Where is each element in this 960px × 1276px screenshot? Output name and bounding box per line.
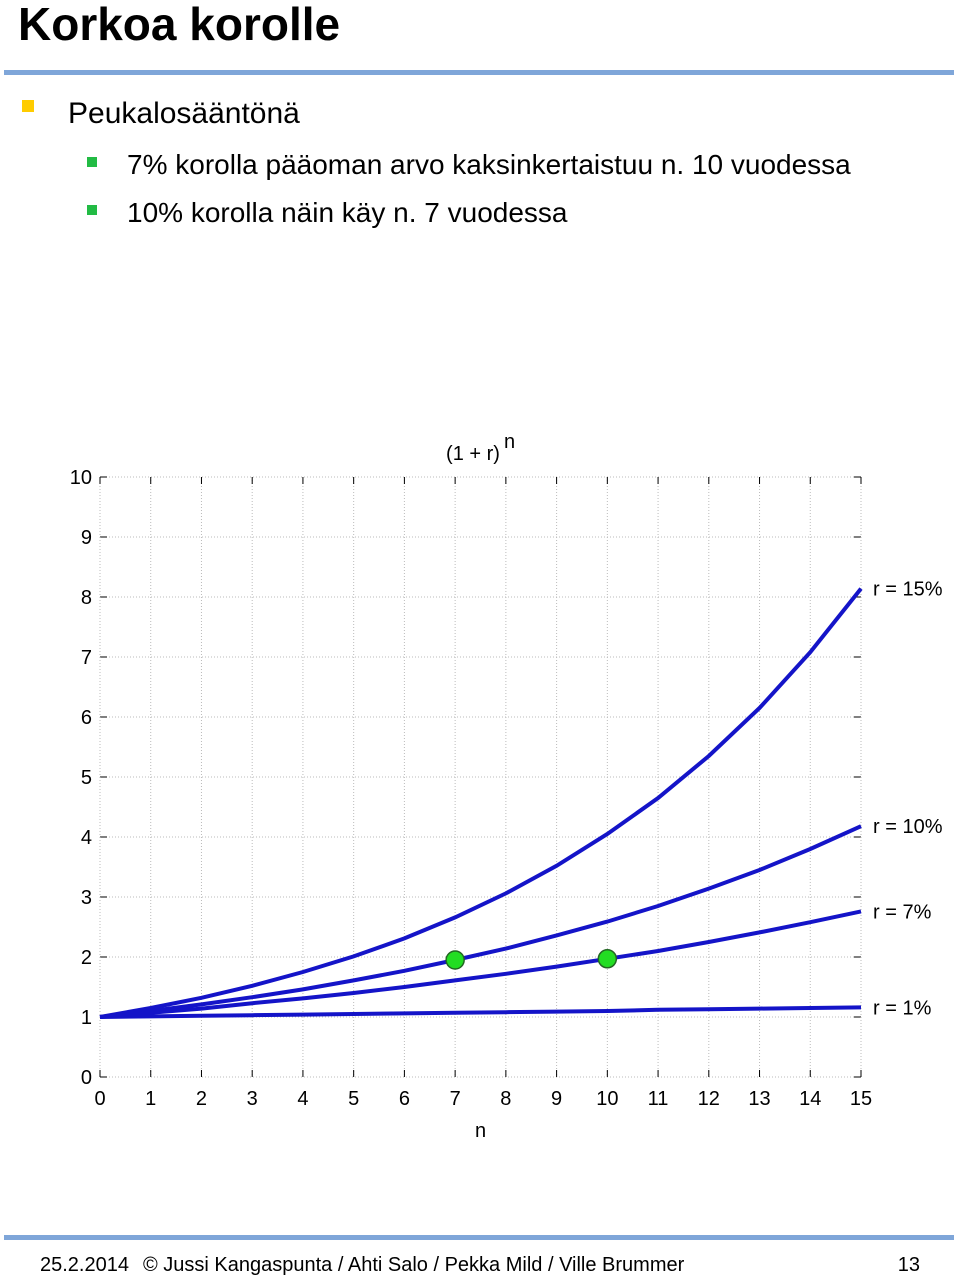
bullet-text: Peukalosääntönä <box>68 97 300 130</box>
y-tick-label: 2 <box>81 947 92 969</box>
sub-bullet-text: 7% korolla pääoman arvo kaksinkertaistuu… <box>127 149 851 180</box>
x-tick-label: 12 <box>698 1088 720 1110</box>
x-tick-label: 2 <box>196 1088 207 1110</box>
series-label: r = 1% <box>873 997 932 1019</box>
slide-title: Korkoa korolle <box>18 0 340 50</box>
x-tick-label: 11 <box>648 1088 669 1110</box>
x-tick-label: 9 <box>551 1088 562 1110</box>
y-tick-label: 5 <box>81 767 92 789</box>
y-tick-label: 4 <box>81 827 92 849</box>
bullet-icon <box>87 205 97 215</box>
footer-rule <box>4 1235 954 1240</box>
footer-authors: © Jussi Kangaspunta / Ahti Salo / Pekka … <box>143 1254 685 1276</box>
x-tick-label: 4 <box>297 1088 308 1110</box>
y-tick-label: 10 <box>70 467 92 489</box>
x-tick-label: 14 <box>799 1088 821 1110</box>
x-tick-label: 7 <box>450 1088 461 1110</box>
series-line <box>99 824 862 1019</box>
highlight-point <box>445 950 465 970</box>
x-tick-label: 8 <box>500 1088 511 1110</box>
x-axis-label: n <box>475 1120 486 1142</box>
x-tick-label: 10 <box>596 1088 618 1110</box>
y-tick-label: 0 <box>81 1067 92 1089</box>
sub-bullet-text: 10% korolla näin käy n. 7 vuodessa <box>127 197 568 228</box>
title-exponent: n <box>504 431 515 453</box>
x-tick-label: 6 <box>399 1088 410 1110</box>
x-tick-label: 1 <box>145 1088 156 1110</box>
x-tick-label: 5 <box>348 1088 359 1110</box>
y-tick-label: 3 <box>81 887 92 909</box>
page-number: 13 <box>898 1254 920 1276</box>
title-rule <box>4 70 954 75</box>
y-tick-label: 1 <box>81 1007 92 1029</box>
chart-title: (1 + r) <box>446 443 500 465</box>
x-tick-label: 3 <box>247 1088 258 1110</box>
highlight-point <box>597 949 618 969</box>
series-line <box>99 587 863 1019</box>
series-label: r = 7% <box>873 901 932 923</box>
bullet-icon <box>22 100 34 112</box>
series-label: r = 10% <box>873 816 943 838</box>
series-label: r = 15% <box>873 579 943 601</box>
y-tick-label: 6 <box>81 707 92 729</box>
series-line <box>99 1005 862 1019</box>
bullet-icon <box>87 157 97 167</box>
y-tick-label: 7 <box>81 647 92 669</box>
x-tick-label: 15 <box>850 1088 872 1110</box>
y-tick-label: 9 <box>81 527 92 549</box>
x-tick-label: 13 <box>748 1088 770 1110</box>
x-tick-label: 0 <box>94 1088 105 1110</box>
y-tick-label: 8 <box>81 587 92 609</box>
series-line <box>99 909 862 1019</box>
footer-date: 25.2.2014 <box>40 1254 129 1276</box>
